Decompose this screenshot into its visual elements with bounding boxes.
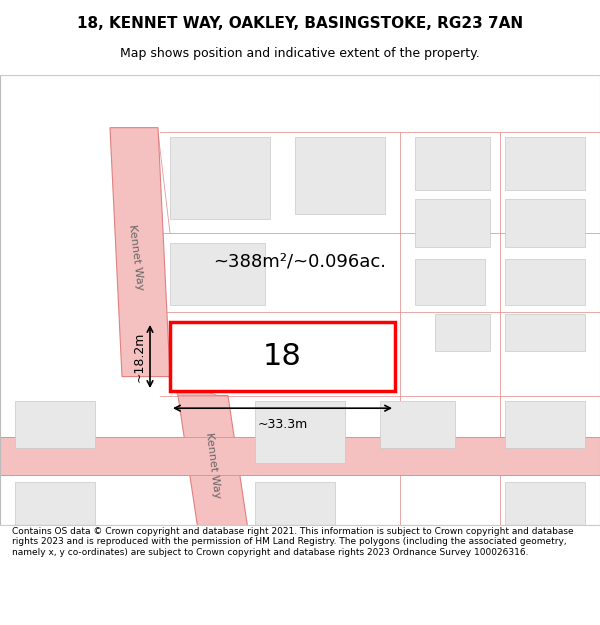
Bar	[295, 138, 385, 214]
Polygon shape	[110, 127, 170, 377]
Bar	[255, 482, 335, 530]
Bar	[380, 401, 455, 448]
Bar	[170, 242, 265, 305]
Text: 18, KENNET WAY, OAKLEY, BASINGSTOKE, RG23 7AN: 18, KENNET WAY, OAKLEY, BASINGSTOKE, RG2…	[77, 16, 523, 31]
Bar	[415, 199, 490, 248]
Text: ~18.2m: ~18.2m	[133, 331, 146, 382]
Bar	[505, 199, 585, 248]
Bar	[505, 401, 585, 448]
Polygon shape	[178, 396, 248, 530]
Bar	[505, 482, 585, 525]
Text: Kennet Way: Kennet Way	[127, 223, 145, 291]
Text: Contains OS data © Crown copyright and database right 2021. This information is : Contains OS data © Crown copyright and d…	[12, 527, 574, 557]
Text: 18: 18	[263, 342, 302, 371]
Bar	[170, 322, 245, 370]
Bar	[435, 314, 490, 351]
Text: Kennet Way: Kennet Way	[204, 432, 222, 499]
Text: ~388m²/~0.096ac.: ~388m²/~0.096ac.	[214, 253, 386, 271]
Bar	[255, 401, 345, 462]
Bar	[415, 259, 485, 305]
Text: Map shows position and indicative extent of the property.: Map shows position and indicative extent…	[120, 46, 480, 59]
Bar	[170, 138, 270, 219]
Text: ~33.3m: ~33.3m	[257, 418, 308, 431]
Bar	[505, 314, 585, 351]
Bar	[505, 259, 585, 305]
Bar	[415, 138, 490, 190]
Bar	[15, 482, 95, 530]
Polygon shape	[0, 437, 600, 475]
Polygon shape	[158, 377, 228, 396]
Bar	[505, 138, 585, 190]
Bar	[170, 322, 395, 391]
Bar	[15, 401, 95, 448]
